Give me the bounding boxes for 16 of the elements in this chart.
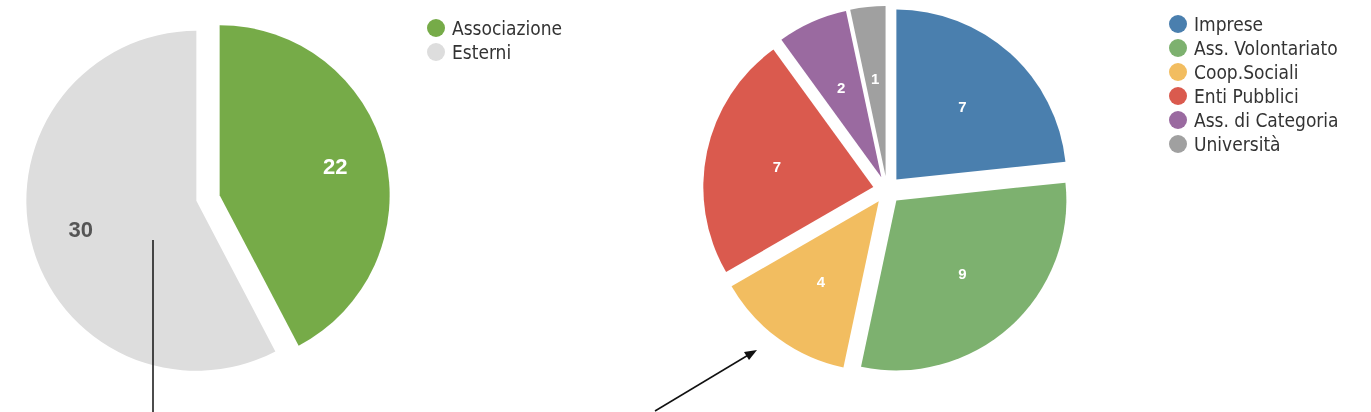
data-label: 1 [871,69,880,87]
data-label: 30 [68,216,94,242]
data-label: 22 [322,154,348,180]
data-label: 4 [816,272,826,290]
data-label: 7 [958,97,967,115]
legend-label: Enti Pubblici [1194,85,1299,107]
legend-label: Associazione [452,17,563,39]
data-label: 9 [958,265,967,283]
legend-label: Imprese [1194,13,1264,35]
legend-label: Esterni [452,41,512,63]
data-label: 2 [837,78,846,96]
legend-label: Università [1194,133,1281,155]
legend-label: Coop.Sociali [1194,61,1299,83]
data-label: 7 [772,158,782,176]
legend-label: Ass. di Categoria [1194,109,1339,131]
legend-label: Ass. Volontariato [1194,37,1338,59]
